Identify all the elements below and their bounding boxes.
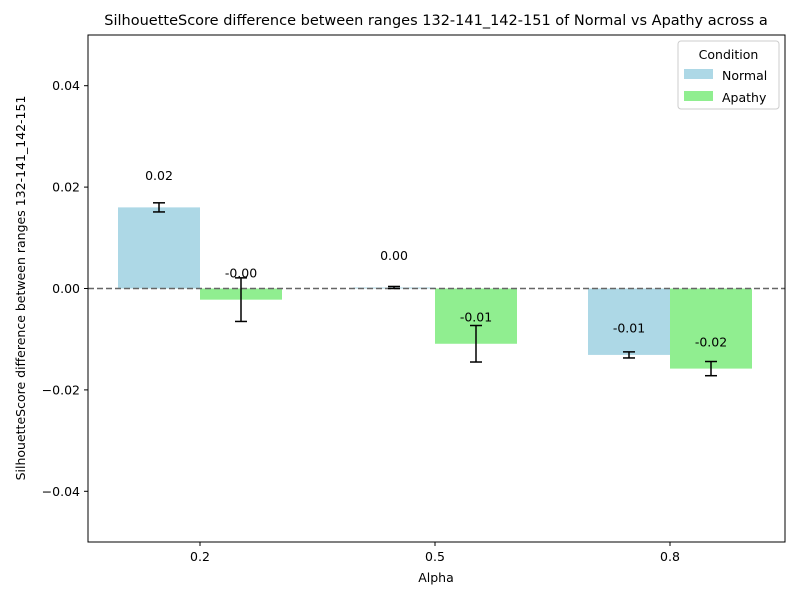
x-axis: 0.2 0.5 0.8 <box>190 542 680 564</box>
legend-title: Condition <box>699 47 759 62</box>
legend-label-apathy: Apathy <box>722 90 767 105</box>
legend-swatch-normal <box>684 69 713 79</box>
y-tick-label: 0.04 <box>52 78 80 93</box>
x-tick-label: 0.5 <box>425 549 445 564</box>
plot-area: 0.02 0.00 -0.01 -0.00 -0.01 -0.02 <box>88 168 785 377</box>
legend-label-normal: Normal <box>722 68 767 83</box>
value-label-apathy-2: -0.02 <box>695 334 727 349</box>
y-axis-label: SilhouetteScore difference between range… <box>13 96 28 481</box>
value-label-normal-1: 0.00 <box>380 248 408 263</box>
y-axis: −0.04 −0.02 0.00 0.02 0.04 <box>42 78 88 499</box>
value-label-apathy-0: -0.00 <box>225 265 257 280</box>
y-tick-label: 0.02 <box>52 180 80 195</box>
y-tick-label: −0.04 <box>42 484 80 499</box>
x-tick-label: 0.8 <box>660 549 680 564</box>
bar-normal-0 <box>118 207 200 289</box>
y-tick-label: −0.02 <box>42 382 80 397</box>
value-label-normal-2: -0.01 <box>613 321 645 336</box>
y-tick-label: 0.00 <box>52 281 80 296</box>
legend: Condition Normal Apathy <box>677 40 780 110</box>
bar-apathy-2 <box>670 288 752 369</box>
legend-swatch-apathy <box>684 91 713 101</box>
value-label-normal-0: 0.02 <box>145 168 173 183</box>
x-tick-label: 0.2 <box>190 549 210 564</box>
chart-title: SilhouetteScore difference between range… <box>104 13 767 29</box>
value-label-apathy-1: -0.01 <box>460 309 492 324</box>
x-axis-label: Alpha <box>418 570 454 585</box>
bar-normal-2 <box>588 288 670 355</box>
